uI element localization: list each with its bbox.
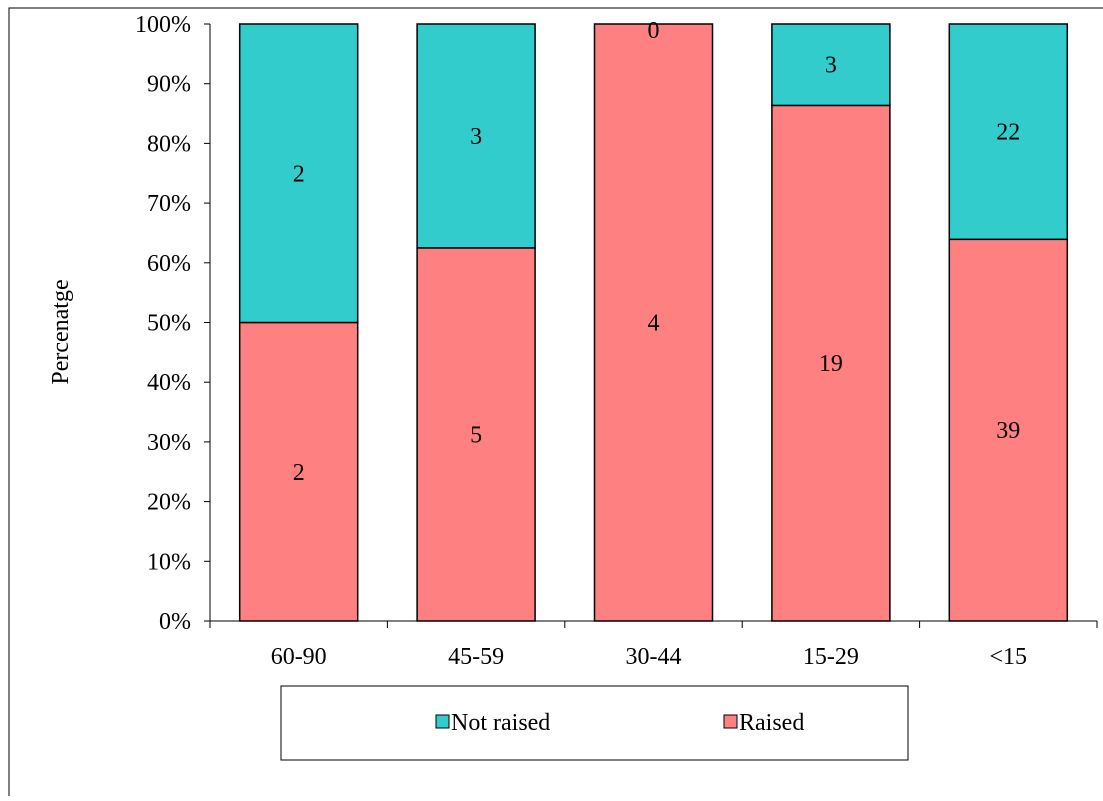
y-axis-title: Percenatge (48, 279, 74, 384)
bar-segment-raised (593, 23, 714, 622)
data-label-raised: 39 (996, 418, 1020, 444)
bar-segment-not-raised (948, 23, 1069, 241)
data-label-not-raised: 2 (293, 161, 305, 187)
y-tick-label: 80% (147, 131, 191, 157)
x-axis-ticks: 60-90 45-59 30-44 15-29 <15 (209, 620, 1098, 670)
data-label-not-raised: 0 (648, 18, 660, 44)
y-tick-label: 50% (147, 311, 191, 337)
bar-segment-raised (238, 321, 359, 622)
y-axis-ticks: 0% 10% 20% 30% 40% 50% 60% 70% 80% 90% 100% (135, 12, 211, 635)
x-tick-label: 30-44 (626, 644, 682, 670)
x-tick-label: 15-29 (803, 644, 859, 670)
y-tick-label: 70% (147, 191, 191, 217)
y-tick-label: 90% (147, 72, 191, 98)
y-tick-label: 100% (135, 12, 191, 38)
data-label-not-raised: 3 (470, 124, 482, 150)
data-label-not-raised: 22 (996, 120, 1020, 146)
y-tick-label: 10% (147, 549, 191, 575)
legend-swatch-raised (723, 714, 738, 729)
x-tick-label: <15 (990, 644, 1028, 670)
bar-segment-raised (948, 238, 1069, 622)
data-label-raised: 4 (648, 311, 660, 337)
x-tick-label: 60-90 (271, 644, 327, 670)
data-label-raised: 19 (819, 351, 843, 377)
data-label-raised: 5 (470, 422, 482, 448)
legend: Not raised Raised (280, 685, 909, 761)
legend-swatch-not-raised (435, 714, 450, 729)
legend-box (280, 685, 909, 761)
bar-segment-not-raised (771, 23, 891, 107)
y-tick-label: 40% (147, 370, 191, 396)
bar-segment-not-raised (238, 23, 359, 324)
data-label-raised: 2 (293, 460, 305, 486)
x-tick-label: 45-59 (448, 644, 504, 670)
bar-segment-raised (771, 104, 891, 622)
y-tick-label: 20% (147, 490, 191, 516)
bar-segment-not-raised (416, 23, 536, 249)
chart-border (8, 7, 1103, 796)
y-tick-label: 60% (147, 251, 191, 277)
data-label-not-raised: 3 (825, 53, 837, 79)
legend-label-not-raised: Not raised (451, 710, 550, 736)
legend-label-raised: Raised (739, 710, 804, 736)
y-tick-label: 0% (159, 609, 191, 635)
y-tick-label: 30% (147, 430, 191, 456)
